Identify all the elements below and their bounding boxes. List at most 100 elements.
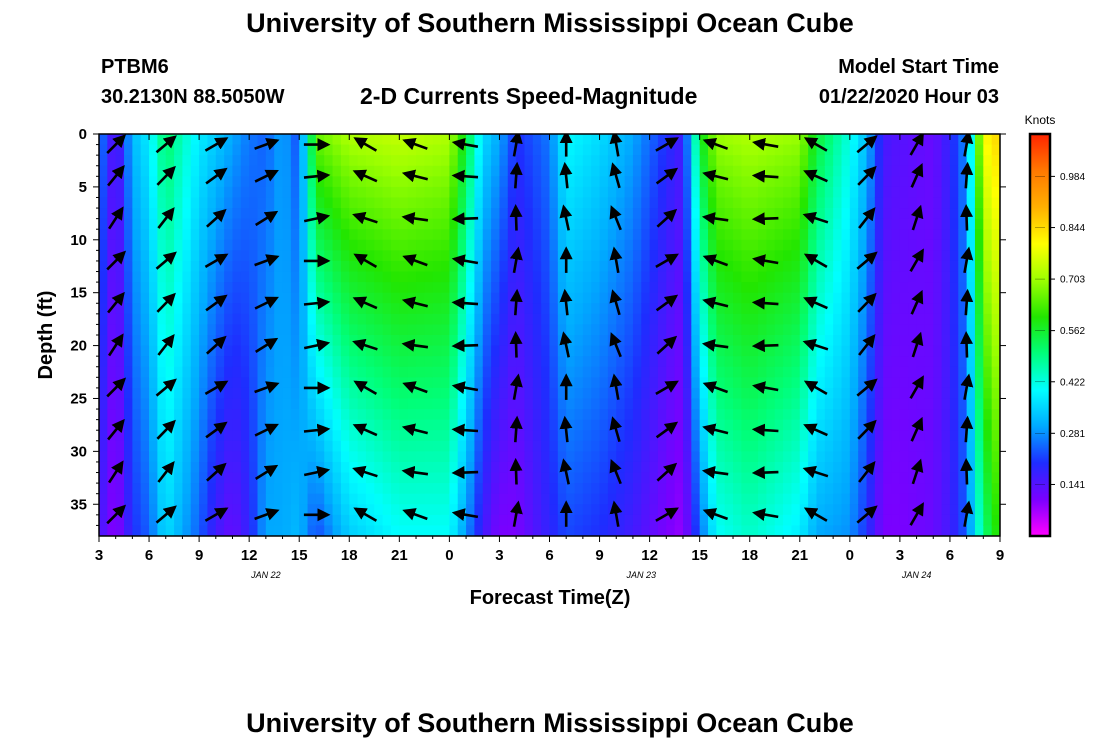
speed-cell — [682, 461, 692, 474]
speed-cell — [257, 472, 267, 484]
speed-cell — [399, 218, 409, 230]
speed-cell — [874, 165, 884, 177]
speed-cell — [933, 409, 943, 421]
speed-cell — [224, 250, 234, 262]
speed-cell — [624, 144, 634, 156]
speed-cell — [224, 313, 234, 326]
speed-cell — [974, 504, 984, 516]
speed-cell — [758, 303, 767, 315]
speed-cell — [632, 377, 642, 389]
speed-cell — [482, 165, 492, 177]
speed-cell — [232, 525, 242, 536]
speed-cell — [991, 430, 1000, 442]
speed-cell — [124, 282, 133, 294]
speed-cell — [516, 335, 526, 347]
speed-cell — [916, 324, 926, 336]
speed-cell — [107, 366, 117, 378]
speed-cell — [190, 483, 200, 495]
speed-cell — [140, 483, 150, 495]
speed-cell — [282, 345, 292, 357]
speed-cell — [257, 409, 267, 421]
speed-cell — [274, 472, 284, 484]
speed-cell — [724, 186, 734, 199]
speed-cell — [974, 282, 984, 294]
speed-cell — [257, 229, 267, 241]
speed-cell — [349, 218, 359, 230]
speed-cell — [249, 313, 259, 326]
speed-cell — [507, 186, 517, 199]
speed-cell — [958, 514, 968, 527]
speed-cell — [124, 409, 133, 421]
speed-cell — [407, 366, 417, 378]
speed-cell — [733, 282, 742, 294]
speed-cell — [824, 208, 834, 220]
speed-cell — [290, 155, 300, 167]
speed-cell — [232, 250, 242, 262]
speed-cell — [424, 208, 434, 220]
speed-cell — [357, 229, 367, 241]
speed-cell — [407, 387, 417, 400]
speed-cell — [390, 335, 400, 347]
speed-cell — [315, 483, 325, 495]
current-arrow — [352, 296, 378, 310]
speed-cell — [466, 356, 476, 368]
speed-cell — [99, 525, 108, 536]
speed-cell — [524, 387, 534, 400]
speed-cell — [232, 282, 242, 294]
speed-cell — [257, 461, 267, 474]
speed-cell — [607, 451, 617, 463]
speed-cell — [299, 134, 309, 146]
speed-cell — [507, 440, 517, 452]
speed-cell — [416, 134, 425, 146]
speed-cell — [908, 409, 918, 421]
speed-cell — [841, 525, 851, 536]
speed-cell — [799, 260, 809, 273]
speed-cell — [157, 292, 167, 304]
speed-cell — [899, 440, 909, 452]
speed-cell — [482, 335, 492, 347]
speed-cell — [599, 483, 609, 495]
speed-cell — [165, 197, 175, 209]
speed-cell — [582, 377, 592, 389]
speed-cell — [449, 451, 459, 463]
speed-cell — [140, 176, 150, 188]
speed-cell — [958, 483, 968, 495]
speed-cell — [332, 504, 342, 516]
speed-cell — [574, 165, 584, 177]
speed-cell — [883, 186, 893, 199]
speed-cell — [474, 419, 484, 431]
speed-cell — [824, 345, 834, 357]
speed-cell — [691, 409, 701, 421]
speed-cell — [958, 430, 968, 442]
speed-cell — [499, 451, 509, 463]
speed-cell — [599, 377, 609, 389]
speed-cell — [699, 260, 709, 273]
speed-cell — [649, 282, 659, 294]
speed-cell — [499, 239, 509, 251]
speed-cell — [841, 197, 851, 209]
speed-cell — [240, 525, 250, 536]
speed-cell — [215, 324, 225, 336]
speed-cell — [132, 398, 142, 410]
speed-cell — [924, 366, 934, 378]
speed-cell — [524, 472, 534, 484]
speed-cell — [149, 313, 158, 326]
speed-cell — [766, 387, 776, 400]
speed-cell — [607, 155, 617, 167]
speed-cell — [833, 250, 843, 262]
speed-cell — [424, 440, 434, 452]
speed-cell — [140, 514, 150, 527]
speed-cell — [499, 430, 509, 442]
speed-cell — [783, 335, 793, 347]
speed-cell — [390, 514, 400, 527]
speed-cell — [699, 356, 709, 368]
speed-cell — [240, 239, 250, 251]
speed-cell — [349, 493, 359, 505]
speed-cell — [390, 504, 400, 516]
speed-cell — [783, 377, 793, 389]
speed-cell — [874, 239, 884, 251]
speed-cell — [908, 440, 918, 452]
speed-cell — [365, 356, 375, 368]
speed-cell — [582, 303, 592, 315]
